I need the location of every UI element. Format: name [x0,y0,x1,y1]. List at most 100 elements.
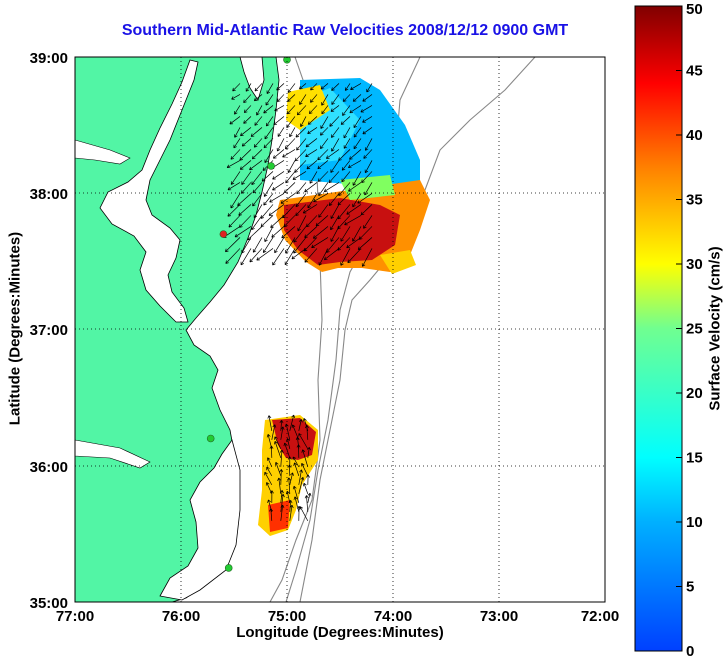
velocity-arrow [349,149,362,160]
velocity-arrow [239,149,252,161]
velocity-arrow [362,127,373,135]
river-estuary [75,139,151,469]
velocity-arrow [348,160,362,169]
colorbar-tick-label: 50 [686,1,703,18]
velocity-arrow [364,182,373,196]
velocity-arrow [263,138,274,149]
velocity-arrow [253,94,263,102]
velocity-arrow [357,193,373,204]
velocity-arrow [340,248,351,266]
velocity-arrow [269,193,285,203]
colorbar-ticks: 0 5 10 15 20 25 30 35 40 45 50 [676,1,703,659]
velocity-arrow [347,248,362,264]
velocity-arrow [328,171,340,184]
velocity-arrow [268,204,285,216]
velocity-arrow [342,105,351,116]
velocity-arrow [321,105,329,115]
velocity-arrow [227,182,241,191]
velocity-arrow [252,193,263,207]
velocity-arrow [307,447,311,458]
velocity-arrow [361,171,373,183]
radar-station-marker [283,57,291,64]
isobath-contour [299,57,536,602]
velocity-arrow [363,215,373,229]
velocity-arrow [254,83,263,92]
velocity-arrow [299,506,309,522]
velocity-arrow [284,248,296,266]
velocity-arrow [289,504,294,521]
velocity-arrow [298,419,303,431]
velocity-arrow [328,193,340,206]
velocity-arrow [312,226,329,239]
velocity-arrow [241,237,252,254]
velocity-arrow [250,127,263,137]
velocity-arrow [253,138,263,148]
velocity-arrow [241,138,252,147]
y-tick-labels: 39:00 38:00 37:00 36:00 35:00 [30,50,68,612]
velocity-arrow [364,138,373,151]
velocity-arrow [318,182,329,196]
velocity-arrow [261,171,274,182]
colorbar-tick-label: 15 [686,450,703,467]
velocity-arrow [330,204,340,219]
velocity-arrow [292,485,300,503]
velocity-arrow [338,149,351,161]
velocity-arrow [285,490,291,503]
velocity-arrow [260,204,274,219]
velocity-arrow [297,215,307,232]
velocity-arrow [302,204,318,214]
velocity-arrow [353,127,362,138]
velocity-arrow [274,436,282,450]
velocity-arrow [252,182,263,194]
velocity-arrow [231,94,241,100]
velocity-arrow [323,182,340,193]
velocity-arrow [323,248,340,261]
velocity-arrow [273,116,285,126]
velocity-arrow [304,182,318,193]
x-tick-labels: 77:00 76:00 75:00 74:00 73:00 72:00 [56,608,619,625]
velocity-arrow [353,116,362,129]
radar-station-marker [206,434,215,443]
radar-stations [206,57,291,572]
radar-station-marker [267,162,275,170]
velocity-arrow [306,215,318,228]
velocity-arrow [313,193,329,203]
x-tick-label: 72:00 [581,608,619,625]
velocity-arrow [344,215,362,226]
velocity-arrow [331,83,340,91]
velocity-arrow [251,149,263,160]
radar-station-marker [219,230,228,238]
velocity-arrow [325,149,340,159]
velocity-arrow [291,248,307,260]
velocity-arrow [263,182,274,197]
velocity-arrow [343,138,351,149]
velocity-arrow [251,215,263,231]
velocity-arrow [225,248,241,264]
velocity-arrow [299,83,307,90]
velocity-arrow [366,83,373,93]
velocity-arrow [264,471,273,486]
velocity-arrow [296,105,307,116]
y-tick-label: 37:00 [30,322,68,339]
chesapeake-bay [99,59,199,323]
velocity-arrow [295,127,307,138]
velocity-arrow [264,226,274,243]
y-tick-label: 36:00 [30,459,68,476]
chart-title: Southern Mid-Atlantic Raw Velocities 200… [121,22,569,39]
velocity-arrow [284,182,296,194]
colorbar-tick-label: 5 [686,579,694,596]
velocity-arrow [251,171,263,185]
velocity-arrow [363,149,373,159]
velocity-arrow [286,116,296,128]
velocity-arrow [230,149,241,160]
velocity-arrow [305,149,318,157]
velocity-arrow [348,182,362,192]
velocity-arrow [320,83,329,90]
velocity-arrow [331,127,340,138]
velocity-arrow [308,105,318,115]
velocity-arrow [243,94,252,104]
velocity-arrow [301,449,309,467]
y-tick-label: 38:00 [30,186,68,203]
velocity-vectors [222,83,373,522]
